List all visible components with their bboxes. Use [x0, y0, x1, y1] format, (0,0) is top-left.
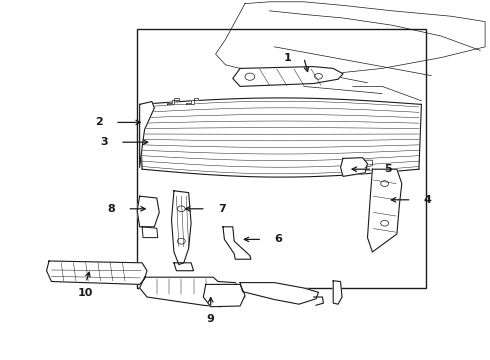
Polygon shape	[167, 98, 179, 104]
Polygon shape	[174, 263, 194, 271]
Polygon shape	[333, 281, 342, 304]
Text: 1: 1	[284, 53, 292, 63]
Polygon shape	[233, 67, 343, 86]
Polygon shape	[223, 227, 251, 259]
Text: 6: 6	[274, 234, 282, 244]
Text: 4: 4	[424, 195, 432, 205]
Polygon shape	[140, 277, 245, 307]
Text: 2: 2	[95, 117, 103, 127]
Polygon shape	[140, 98, 421, 177]
Polygon shape	[137, 196, 159, 227]
Polygon shape	[186, 98, 198, 104]
Polygon shape	[240, 283, 318, 304]
Text: 8: 8	[107, 204, 115, 214]
Polygon shape	[368, 169, 402, 252]
Polygon shape	[142, 227, 158, 238]
Polygon shape	[341, 158, 368, 176]
Text: 3: 3	[100, 137, 108, 147]
Polygon shape	[140, 102, 154, 167]
Polygon shape	[203, 284, 245, 307]
Text: 9: 9	[207, 314, 215, 324]
Polygon shape	[47, 261, 147, 284]
Polygon shape	[172, 191, 191, 265]
Text: 10: 10	[78, 288, 94, 298]
Text: 5: 5	[385, 164, 392, 174]
Text: 7: 7	[218, 204, 226, 214]
